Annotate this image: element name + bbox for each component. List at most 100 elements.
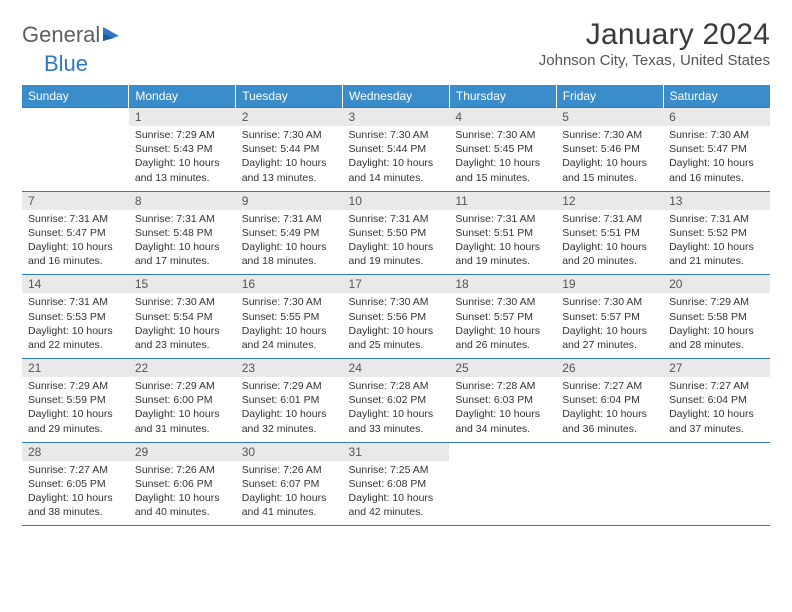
daylight-line: Daylight: 10 hours and 28 minutes. (669, 324, 764, 352)
sunset-line: Sunset: 5:56 PM (349, 310, 444, 324)
day-details: Sunrise: 7:29 AMSunset: 5:58 PMDaylight:… (663, 293, 770, 358)
daylight-line: Daylight: 10 hours and 25 minutes. (349, 324, 444, 352)
calendar-cell: 21Sunrise: 7:29 AMSunset: 5:59 PMDayligh… (22, 359, 129, 443)
calendar-cell: 0 (556, 442, 663, 526)
daylight-line: Daylight: 10 hours and 27 minutes. (562, 324, 657, 352)
daylight-line: Daylight: 10 hours and 17 minutes. (135, 240, 230, 268)
daylight-line: Daylight: 10 hours and 37 minutes. (669, 407, 764, 435)
weekday-header: Saturday (663, 85, 770, 108)
sunrise-line: Sunrise: 7:29 AM (135, 128, 230, 142)
sunrise-line: Sunrise: 7:29 AM (242, 379, 337, 393)
calendar-week: 21Sunrise: 7:29 AMSunset: 5:59 PMDayligh… (22, 359, 770, 443)
sunrise-line: Sunrise: 7:31 AM (349, 212, 444, 226)
calendar-cell: 28Sunrise: 7:27 AMSunset: 6:05 PMDayligh… (22, 442, 129, 526)
daylight-line: Daylight: 10 hours and 36 minutes. (562, 407, 657, 435)
calendar-body: 0 1Sunrise: 7:29 AMSunset: 5:43 PMDaylig… (22, 108, 770, 526)
sunset-line: Sunset: 5:58 PM (669, 310, 764, 324)
day-details: Sunrise: 7:27 AMSunset: 6:05 PMDaylight:… (22, 461, 129, 526)
daylight-line: Daylight: 10 hours and 31 minutes. (135, 407, 230, 435)
weekday-header: Friday (556, 85, 663, 108)
sunrise-line: Sunrise: 7:25 AM (349, 463, 444, 477)
day-number: 14 (22, 275, 129, 293)
day-details: Sunrise: 7:31 AMSunset: 5:47 PMDaylight:… (22, 210, 129, 275)
calendar-cell: 10Sunrise: 7:31 AMSunset: 5:50 PMDayligh… (343, 191, 450, 275)
daylight-line: Daylight: 10 hours and 18 minutes. (242, 240, 337, 268)
day-details: Sunrise: 7:30 AMSunset: 5:44 PMDaylight:… (236, 126, 343, 191)
sunset-line: Sunset: 6:03 PM (455, 393, 550, 407)
day-details: Sunrise: 7:28 AMSunset: 6:02 PMDaylight:… (343, 377, 450, 442)
sunset-line: Sunset: 6:04 PM (669, 393, 764, 407)
sunset-line: Sunset: 6:00 PM (135, 393, 230, 407)
sunset-line: Sunset: 5:51 PM (562, 226, 657, 240)
calendar-cell: 18Sunrise: 7:30 AMSunset: 5:57 PMDayligh… (449, 275, 556, 359)
day-number: 4 (449, 108, 556, 126)
sunset-line: Sunset: 5:45 PM (455, 142, 550, 156)
sunset-line: Sunset: 5:57 PM (562, 310, 657, 324)
sunrise-line: Sunrise: 7:29 AM (28, 379, 123, 393)
weekday-header: Sunday (22, 85, 129, 108)
day-number: 2 (236, 108, 343, 126)
day-details: Sunrise: 7:31 AMSunset: 5:49 PMDaylight:… (236, 210, 343, 275)
day-details: Sunrise: 7:30 AMSunset: 5:57 PMDaylight:… (556, 293, 663, 358)
daylight-line: Daylight: 10 hours and 33 minutes. (349, 407, 444, 435)
day-details: Sunrise: 7:29 AMSunset: 5:59 PMDaylight:… (22, 377, 129, 442)
sunrise-line: Sunrise: 7:30 AM (242, 128, 337, 142)
sunrise-line: Sunrise: 7:31 AM (28, 295, 123, 309)
sunset-line: Sunset: 5:49 PM (242, 226, 337, 240)
day-number: 8 (129, 192, 236, 210)
calendar-cell: 12 Sunrise: 7:31 AMSunset: 5:51 PMDayligh… (556, 191, 663, 275)
daylight-line: Daylight: 10 hours and 26 minutes. (455, 324, 550, 352)
calendar-cell: 16Sunrise: 7:30 AMSunset: 5:55 PMDayligh… (236, 275, 343, 359)
day-number: 17 (343, 275, 450, 293)
day-number: 10 (343, 192, 450, 210)
sunset-line: Sunset: 6:06 PM (135, 477, 230, 491)
calendar-cell: 23Sunrise: 7:29 AMSunset: 6:01 PMDayligh… (236, 359, 343, 443)
sunrise-line: Sunrise: 7:26 AM (135, 463, 230, 477)
month-title: January 2024 (539, 18, 770, 52)
weekday-header: Tuesday (236, 85, 343, 108)
sunrise-line: Sunrise: 7:30 AM (562, 295, 657, 309)
sunset-line: Sunset: 5:47 PM (28, 226, 123, 240)
calendar-week: 0 1Sunrise: 7:29 AMSunset: 5:43 PMDaylig… (22, 108, 770, 192)
calendar-header-row: SundayMondayTuesdayWednesdayThursdayFrid… (22, 85, 770, 108)
sunrise-line: Sunrise: 7:31 AM (562, 212, 657, 226)
daylight-line: Daylight: 10 hours and 41 minutes. (242, 491, 337, 519)
weekday-header: Thursday (449, 85, 556, 108)
day-details: Sunrise: 7:27 AMSunset: 6:04 PMDaylight:… (663, 377, 770, 442)
day-number: 24 (343, 359, 450, 377)
daylight-line: Daylight: 10 hours and 21 minutes. (669, 240, 764, 268)
calendar-cell: 1Sunrise: 7:29 AMSunset: 5:43 PMDaylight… (129, 108, 236, 192)
day-number: 15 (129, 275, 236, 293)
daylight-line: Daylight: 10 hours and 14 minutes. (349, 156, 444, 184)
calendar-cell: 17Sunrise: 7:30 AMSunset: 5:56 PMDayligh… (343, 275, 450, 359)
sunset-line: Sunset: 5:57 PM (455, 310, 550, 324)
sunset-line: Sunset: 5:43 PM (135, 142, 230, 156)
title-block: January 2024 Johnson City, Texas, United… (539, 18, 770, 69)
day-number: 31 (343, 443, 450, 461)
daylight-line: Daylight: 10 hours and 42 minutes. (349, 491, 444, 519)
day-number: 3 (343, 108, 450, 126)
sunrise-line: Sunrise: 7:30 AM (349, 128, 444, 142)
sunrise-line: Sunrise: 7:29 AM (135, 379, 230, 393)
sunrise-line: Sunrise: 7:30 AM (242, 295, 337, 309)
sunset-line: Sunset: 6:07 PM (242, 477, 337, 491)
sunset-line: Sunset: 5:47 PM (669, 142, 764, 156)
calendar-cell: 8Sunrise: 7:31 AMSunset: 5:48 PMDaylight… (129, 191, 236, 275)
calendar-cell: 2Sunrise: 7:30 AMSunset: 5:44 PMDaylight… (236, 108, 343, 192)
daylight-line: Daylight: 10 hours and 16 minutes. (28, 240, 123, 268)
day-number: 30 (236, 443, 343, 461)
daylight-line: Daylight: 10 hours and 32 minutes. (242, 407, 337, 435)
sunset-line: Sunset: 5:50 PM (349, 226, 444, 240)
day-details: Sunrise: 7:30 AMSunset: 5:44 PMDaylight:… (343, 126, 450, 191)
sunset-line: Sunset: 5:54 PM (135, 310, 230, 324)
day-details: Sunrise: 7:29 AMSunset: 6:01 PMDaylight:… (236, 377, 343, 442)
daylight-line: Daylight: 10 hours and 16 minutes. (669, 156, 764, 184)
day-details: Sunrise: 7:29 AMSunset: 5:43 PMDaylight:… (129, 126, 236, 191)
day-number: 12 (556, 192, 663, 210)
calendar-cell: 13Sunrise: 7:31 AMSunset: 5:52 PMDayligh… (663, 191, 770, 275)
day-number: 20 (663, 275, 770, 293)
daylight-line: Daylight: 10 hours and 20 minutes. (562, 240, 657, 268)
day-details: Sunrise: 7:30 AMSunset: 5:57 PMDaylight:… (449, 293, 556, 358)
sunrise-line: Sunrise: 7:28 AM (349, 379, 444, 393)
calendar-cell: 4Sunrise: 7:30 AMSunset: 5:45 PMDaylight… (449, 108, 556, 192)
